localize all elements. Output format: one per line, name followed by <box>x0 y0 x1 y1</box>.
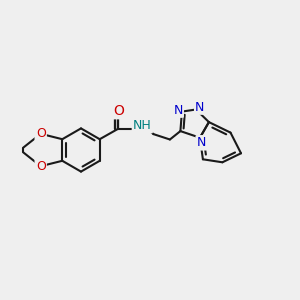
Text: N: N <box>197 136 206 149</box>
Text: NH: NH <box>133 119 152 132</box>
Text: N: N <box>195 100 205 114</box>
Text: O: O <box>113 104 124 118</box>
Text: N: N <box>173 103 183 117</box>
Text: O: O <box>36 160 46 173</box>
Text: O: O <box>36 127 46 140</box>
